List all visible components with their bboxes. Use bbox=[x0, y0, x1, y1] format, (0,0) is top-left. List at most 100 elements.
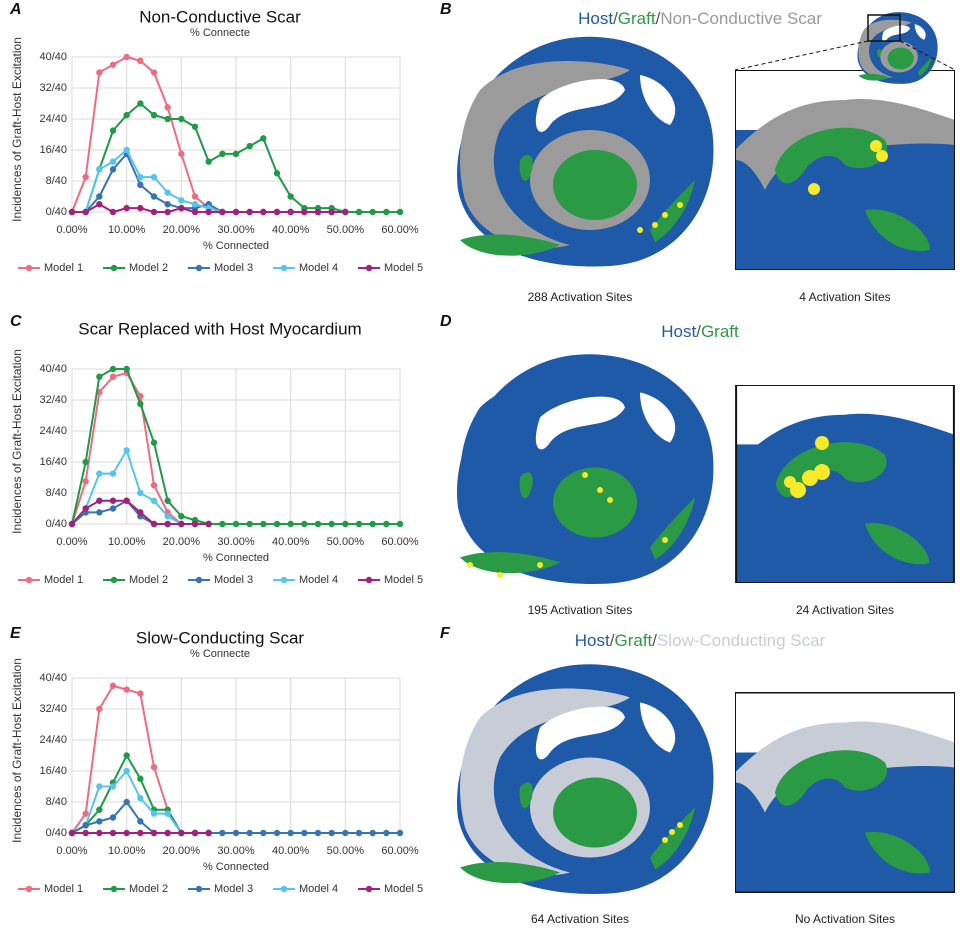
legend-part: / bbox=[610, 631, 615, 650]
data-point bbox=[109, 829, 117, 837]
data-point bbox=[178, 197, 185, 204]
data-point bbox=[369, 208, 376, 216]
y-tick-label: 24/40 bbox=[39, 734, 67, 746]
x-tick-label: 20.00% bbox=[163, 224, 201, 236]
data-point bbox=[383, 520, 390, 528]
panel-legend: Host/Graft/Slow-Conducting Scar bbox=[575, 631, 826, 650]
data-point bbox=[109, 208, 117, 216]
data-point bbox=[178, 829, 185, 837]
heart-image bbox=[456, 36, 714, 267]
data-point bbox=[191, 123, 199, 130]
data-point bbox=[137, 829, 144, 837]
data-point bbox=[123, 53, 130, 61]
y-tick-label: 8/40 bbox=[46, 175, 67, 187]
data-point bbox=[164, 829, 171, 837]
data-point bbox=[164, 513, 171, 520]
x-tick-label: 10.00% bbox=[108, 224, 146, 236]
data-point bbox=[150, 193, 158, 200]
data-point bbox=[123, 365, 130, 373]
x-tick-label: 0.00% bbox=[56, 845, 87, 857]
data-point bbox=[137, 181, 144, 189]
data-point bbox=[328, 520, 335, 528]
legend-label: Model 1 bbox=[44, 262, 83, 274]
data-point bbox=[96, 705, 103, 713]
line-chart: Scar Replaced with Host Myocardium 0/40 8/… bbox=[10, 319, 423, 585]
data-point bbox=[82, 810, 89, 817]
legend-marker bbox=[110, 264, 118, 272]
data-point bbox=[137, 509, 144, 516]
data-point bbox=[191, 208, 199, 216]
data-point bbox=[137, 400, 144, 408]
chart-title: Scar Replaced with Host Myocardium bbox=[78, 319, 361, 338]
x-tick-label: 60.00% bbox=[381, 536, 419, 548]
legend-part: / bbox=[652, 631, 657, 650]
line-chart: Non-Conductive Scar% Connecte 0/40 8/40 16/… bbox=[10, 7, 423, 273]
panel-letter: C bbox=[10, 313, 22, 330]
legend-label: Model 3 bbox=[214, 883, 253, 895]
data-point bbox=[232, 150, 240, 158]
x-tick-label: 50.00% bbox=[327, 845, 365, 857]
data-point bbox=[123, 686, 130, 693]
data-point bbox=[383, 208, 390, 216]
data-point bbox=[150, 810, 158, 817]
data-point bbox=[219, 208, 226, 216]
legend-marker bbox=[25, 576, 33, 584]
data-point bbox=[109, 505, 117, 512]
data-point bbox=[150, 173, 158, 181]
legend-label: Model 2 bbox=[129, 262, 168, 274]
data-point bbox=[96, 783, 103, 790]
data-point bbox=[287, 829, 294, 837]
x-tick-label: 30.00% bbox=[217, 224, 255, 236]
legend-marker bbox=[365, 264, 373, 272]
y-tick-label: 32/40 bbox=[39, 82, 67, 94]
y-tick-label: 40/40 bbox=[39, 672, 67, 684]
data-point bbox=[287, 520, 294, 528]
data-point bbox=[96, 166, 103, 173]
data-point bbox=[109, 682, 117, 689]
x-tick-label: 10.00% bbox=[108, 536, 146, 548]
data-point bbox=[178, 520, 185, 528]
x-tick-label: 60.00% bbox=[381, 224, 419, 236]
x-tick-label: 40.00% bbox=[272, 845, 310, 857]
data-point bbox=[82, 829, 89, 837]
data-point bbox=[137, 775, 144, 782]
panel-letter: D bbox=[440, 313, 452, 330]
legend-marker bbox=[280, 576, 288, 584]
data-point bbox=[109, 783, 117, 790]
data-point bbox=[205, 208, 212, 216]
data-point bbox=[383, 829, 390, 837]
y-tick-label: 32/40 bbox=[39, 394, 67, 406]
data-point bbox=[150, 439, 158, 446]
series-line bbox=[71, 684, 209, 834]
data-point bbox=[191, 520, 199, 528]
legend-part: Graft bbox=[701, 322, 739, 341]
data-point bbox=[109, 158, 117, 165]
panel-letter: E bbox=[10, 625, 22, 642]
data-point bbox=[137, 204, 144, 212]
panel-caption: 288 Activation Sites bbox=[528, 290, 633, 304]
data-point bbox=[219, 520, 226, 528]
legend-label: Model 4 bbox=[299, 574, 338, 586]
data-point bbox=[246, 520, 253, 528]
data-point bbox=[178, 150, 185, 158]
legend-marker bbox=[110, 885, 118, 893]
data-point bbox=[150, 829, 158, 837]
data-point bbox=[396, 520, 404, 528]
zoom-line bbox=[899, 40, 956, 71]
data-point bbox=[96, 201, 103, 208]
data-point bbox=[137, 690, 144, 697]
data-point bbox=[191, 201, 199, 208]
data-point bbox=[205, 520, 212, 528]
data-point bbox=[109, 470, 117, 477]
y-tick-label: 40/40 bbox=[39, 363, 67, 375]
legend-part: / bbox=[656, 9, 661, 28]
data-point bbox=[191, 829, 199, 837]
data-point bbox=[137, 57, 144, 65]
chart-title: Non-Conductive Scar bbox=[139, 7, 301, 26]
data-point bbox=[314, 829, 322, 837]
data-point bbox=[301, 829, 308, 837]
data-point bbox=[178, 204, 185, 212]
panel-letter: B bbox=[440, 1, 452, 18]
data-point bbox=[109, 127, 117, 134]
